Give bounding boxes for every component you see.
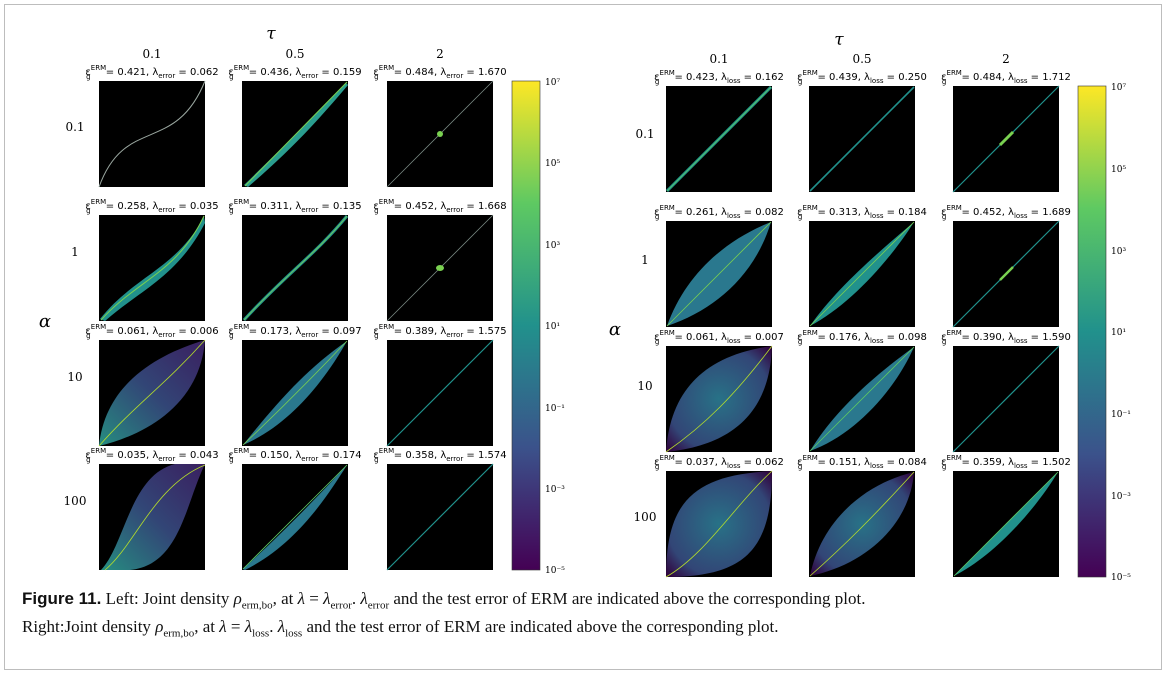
- left-colorbar: 10⁷ 10⁵ 10³ 10¹ 10⁻¹ 10⁻³ 10⁻⁵: [511, 78, 565, 576]
- tau-tick-0.1: 0.1: [709, 52, 728, 66]
- tau-axis-label: τ: [834, 30, 844, 50]
- subplot-r3c3: εERM g = 0.389, λerror = 1.575: [373, 323, 507, 447]
- alpha-tick-1: 1: [641, 253, 649, 267]
- subplot-r4c1: εERM g = 0.037, λloss = 0.062: [654, 454, 784, 578]
- left-panel: τ α 0.1 0.5 2 0.1 1 10 100 εERM g = 0.421…: [39, 24, 565, 576]
- colorbar-tick: 10⁻³: [1111, 492, 1131, 502]
- subplot-r1c2: εERM g = 0.436, λerror = 0.159: [228, 64, 362, 187]
- subplot-r2c2: εERM g = 0.311, λerror = 0.135: [228, 198, 362, 322]
- colorbar-tick: 10⁻⁵: [1111, 573, 1131, 583]
- subplot-r2c3: εERM g = 0.452, λerror = 1.668: [373, 198, 507, 322]
- subplot-title: εERM g = 0.261, λloss = 0.082: [654, 204, 784, 221]
- colorbar-tick: 10¹: [545, 322, 560, 332]
- figure-svg: τ α 0.1 0.5 2 0.1 1 10 100 εERM g = 0.421…: [39, 24, 1131, 583]
- subplot-title: εERM g = 0.061, λerror = 0.006: [85, 323, 218, 340]
- colorbar-tick: 10⁷: [1111, 83, 1126, 93]
- right-colorbar: 10⁷ 10⁵ 10³ 10¹ 10⁻¹ 10⁻³ 10⁻⁵: [1077, 83, 1131, 583]
- subplot-r1c2: εERM g = 0.439, λloss = 0.250: [797, 69, 927, 192]
- subplot-title: εERM g = 0.311, λerror = 0.135: [228, 198, 361, 215]
- alpha-tick-10: 10: [637, 379, 652, 393]
- subplot-title: εERM g = 0.389, λerror = 1.575: [373, 323, 506, 340]
- subplot-title: εERM g = 0.358, λerror = 1.574: [373, 447, 506, 464]
- colorbar-tick: 10⁷: [545, 78, 560, 88]
- colorbar-tick: 10⁻¹: [1111, 410, 1131, 420]
- alpha-tick-0.1: 0.1: [635, 127, 654, 141]
- figure-frame: τ α 0.1 0.5 2 0.1 1 10 100 εERM g = 0.421…: [4, 4, 1162, 670]
- subplot-r2c3: εERM g = 0.452, λloss = 1.689: [941, 204, 1071, 328]
- subplot-title: εERM g = 0.421, λerror = 0.062: [85, 64, 218, 81]
- caption-line-left: Figure 11. Left: Joint density ρerm,bo, …: [22, 589, 866, 612]
- subplot-r1c3: εERM g = 0.484, λloss = 1.712: [941, 69, 1071, 193]
- subplot-title: εERM g = 0.439, λloss = 0.250: [797, 69, 927, 86]
- subplot-r3c2: εERM g = 0.173, λerror = 0.097: [228, 323, 362, 446]
- colorbar-tick: 10⁻⁵: [545, 566, 565, 576]
- tau-tick-2: 2: [436, 47, 444, 61]
- figure-caption: Figure 11. Left: Joint density ρerm,bo, …: [22, 588, 1142, 645]
- alpha-axis-label: α: [609, 319, 621, 340]
- subplot-title: εERM g = 0.452, λloss = 1.689: [941, 204, 1071, 221]
- subplot-r1c3: εERM g = 0.484, λerror = 1.670: [373, 64, 507, 188]
- tau-tick-2: 2: [1002, 52, 1010, 66]
- subplot-title: εERM g = 0.436, λerror = 0.159: [228, 64, 361, 81]
- alpha-axis-label: α: [39, 311, 51, 332]
- subplot-r3c1: εERM g = 0.061, λerror = 0.006: [85, 323, 219, 447]
- subplot-r3c2: εERM g = 0.176, λloss = 0.098: [797, 329, 927, 452]
- alpha-tick-0.1: 0.1: [65, 120, 84, 134]
- subplot-title: εERM g = 0.484, λloss = 1.712: [941, 69, 1071, 86]
- subplot-r3c3: εERM g = 0.390, λloss = 1.590: [941, 329, 1071, 453]
- colorbar-tick: 10⁻³: [545, 485, 565, 495]
- subplot-r3c1: εERM g = 0.061, λloss = 0.007: [654, 329, 784, 453]
- colorbar-tick: 10⁻¹: [545, 404, 565, 414]
- caption-line-right: Right:Joint density ρerm,bo, at λ = λlos…: [22, 617, 779, 640]
- tau-axis-label: τ: [266, 24, 276, 44]
- subplot-title: εERM g = 0.258, λerror = 0.035: [85, 198, 218, 215]
- subplot-r1c1: εERM g = 0.423, λloss = 0.162: [654, 69, 784, 193]
- alpha-tick-100: 100: [634, 510, 657, 524]
- tau-tick-0.1: 0.1: [142, 47, 161, 61]
- subplot-r4c2: εERM g = 0.150, λerror = 0.174: [228, 447, 362, 570]
- subplot-title: εERM g = 0.390, λloss = 1.590: [941, 329, 1071, 346]
- colorbar-tick: 10³: [545, 241, 560, 251]
- alpha-tick-1: 1: [71, 245, 79, 259]
- subplot-r4c2: εERM g = 0.151, λloss = 0.084: [797, 454, 927, 577]
- colorbar-tick: 10³: [1111, 247, 1126, 257]
- subplot-title: εERM g = 0.151, λloss = 0.084: [797, 454, 927, 471]
- subplot-title: εERM g = 0.484, λerror = 1.670: [373, 64, 506, 81]
- subplot-title: εERM g = 0.061, λloss = 0.007: [654, 329, 784, 346]
- subplot-title: εERM g = 0.423, λloss = 0.162: [654, 69, 784, 86]
- subplot-title: εERM g = 0.035, λerror = 0.043: [85, 447, 218, 464]
- subplot-title: εERM g = 0.173, λerror = 0.097: [228, 323, 361, 340]
- subplot-title: εERM g = 0.037, λloss = 0.062: [654, 454, 784, 471]
- subplot-title: εERM g = 0.176, λloss = 0.098: [797, 329, 927, 346]
- subplot-r1c1: εERM g = 0.421, λerror = 0.062: [85, 64, 219, 188]
- subplot-r4c3: εERM g = 0.358, λerror = 1.574: [373, 447, 507, 571]
- colorbar-tick: 10⁵: [1111, 165, 1126, 175]
- subplot-r4c1: εERM g = 0.035, λerror = 0.043: [85, 447, 219, 571]
- subplot-title: εERM g = 0.313, λloss = 0.184: [797, 204, 927, 221]
- alpha-tick-100: 100: [64, 494, 87, 508]
- colorbar-tick: 10⁵: [545, 159, 560, 169]
- alpha-tick-10: 10: [67, 370, 82, 384]
- tau-tick-0.5: 0.5: [852, 52, 871, 66]
- colorbar-tick: 10¹: [1111, 328, 1126, 338]
- subplot-r2c2: εERM g = 0.313, λloss = 0.184: [797, 204, 927, 327]
- right-panel: τ α 0.1 0.5 2 0.1 1 10 100 εERM g = 0.423…: [609, 30, 1131, 583]
- subplot-r2c1: εERM g = 0.258, λerror = 0.035: [85, 198, 219, 321]
- caption-label: Figure 11.: [22, 589, 102, 608]
- subplot-r2c1: εERM g = 0.261, λloss = 0.082: [654, 204, 784, 327]
- subplot-title: εERM g = 0.452, λerror = 1.668: [373, 198, 506, 215]
- subplot-r4c3: εERM g = 0.359, λloss = 1.502: [941, 454, 1071, 577]
- tau-tick-0.5: 0.5: [285, 47, 304, 61]
- subplot-title: εERM g = 0.359, λloss = 1.502: [941, 454, 1071, 471]
- subplot-title: εERM g = 0.150, λerror = 0.174: [228, 447, 361, 464]
